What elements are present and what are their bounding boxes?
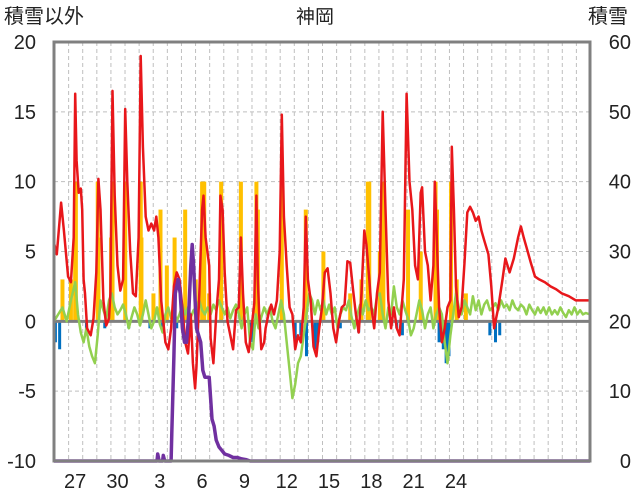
left-tick-label: 20 xyxy=(14,32,36,54)
right-axis-title: 積雪 xyxy=(588,5,628,28)
x-tick-label: 21 xyxy=(403,471,425,493)
x-tick-label: 24 xyxy=(445,471,467,493)
negative-anomaly-bar xyxy=(304,321,308,357)
precipitation-bar xyxy=(202,181,207,322)
negative-anomaly-bar xyxy=(313,321,317,350)
right-tick-label: 50 xyxy=(609,102,631,124)
left-tick-label: -5 xyxy=(18,381,36,403)
right-tick-label: 40 xyxy=(609,172,631,194)
negative-anomaly-bar xyxy=(437,321,441,343)
precipitation-bar xyxy=(96,237,101,322)
precipitation-bar xyxy=(367,181,372,322)
right-tick-label: 60 xyxy=(609,32,631,54)
left-tick-label: -10 xyxy=(7,451,36,473)
left-tick-label: 15 xyxy=(14,102,36,124)
x-tick-label: 6 xyxy=(197,471,208,493)
temperature-line xyxy=(52,54,590,390)
x-tick-label: 15 xyxy=(318,471,340,493)
precipitation-bar xyxy=(151,293,156,322)
left-tick-label: 5 xyxy=(25,242,36,264)
negative-anomaly-bar xyxy=(293,321,297,343)
x-tick-label: 3 xyxy=(154,471,165,493)
precipitation-bar xyxy=(279,181,284,322)
right-tick-label: 20 xyxy=(609,311,631,333)
x-tick-label: 12 xyxy=(276,471,298,493)
negative-anomaly-bar xyxy=(251,321,255,343)
negative-anomaly-bar xyxy=(488,321,492,336)
negative-anomaly-bar xyxy=(400,321,404,336)
precipitation-bar xyxy=(60,279,65,322)
precipitation-bar xyxy=(377,251,382,322)
negative-anomaly-bar xyxy=(338,321,342,329)
precipitation-bar xyxy=(219,181,224,322)
negative-anomaly-bar xyxy=(493,321,497,343)
left-tick-label: 10 xyxy=(14,172,36,194)
negative-anomaly-bar xyxy=(58,321,62,350)
x-tick-label: 27 xyxy=(64,471,86,493)
precipitation-bar xyxy=(183,209,188,322)
x-tick-label: 9 xyxy=(239,471,250,493)
precipitation-bar xyxy=(110,181,115,322)
precipitation-bar xyxy=(164,265,169,322)
x-tick-label: 18 xyxy=(360,471,382,493)
right-tick-label: 30 xyxy=(609,242,631,264)
right-tick-label: 10 xyxy=(609,381,631,403)
right-tick-label: 0 xyxy=(620,451,631,473)
precipitation-bar xyxy=(123,181,128,322)
plot-frame xyxy=(52,40,592,463)
negative-anomaly-bar xyxy=(498,321,502,336)
negative-anomaly-bar xyxy=(444,321,448,364)
temp-anomaly-line xyxy=(52,280,591,400)
left-tick-label: 0 xyxy=(25,311,36,333)
precipitation-bar xyxy=(463,293,468,322)
precipitation-bar xyxy=(73,181,78,322)
negative-anomaly-bar xyxy=(175,321,179,329)
chart-title: 神岡 xyxy=(296,6,334,28)
x-tick-label: 30 xyxy=(106,471,128,493)
precipitation-bar xyxy=(406,209,411,322)
precipitation-bar xyxy=(418,251,423,322)
negative-anomaly-bar xyxy=(103,321,107,329)
left-axis-title: 積雪以外 xyxy=(4,5,84,28)
precipitation-bar xyxy=(381,181,386,322)
precipitation-bar xyxy=(139,237,144,322)
